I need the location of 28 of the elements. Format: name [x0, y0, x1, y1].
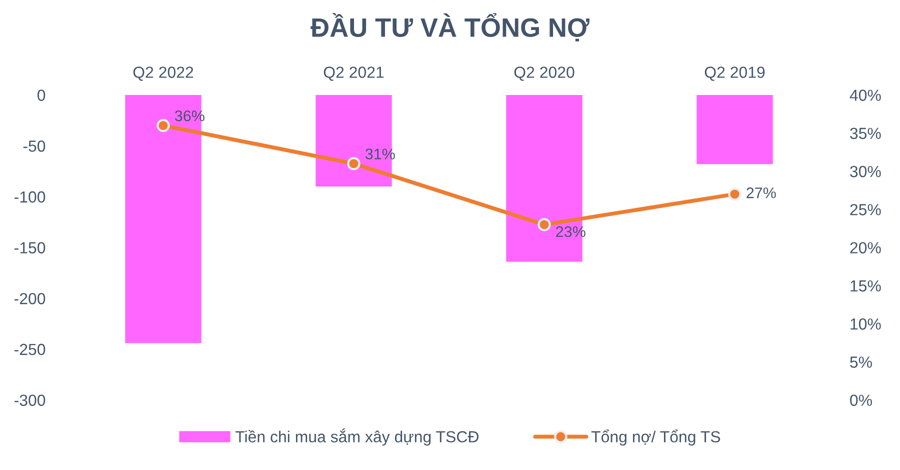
- y2-tick-label: 30%: [850, 166, 881, 178]
- legend-label: Tổng nợ/ Tổng TS: [591, 429, 720, 446]
- y2-tick-label: 10%: [850, 318, 881, 330]
- y-tick-label: -200: [14, 292, 46, 304]
- x-tick-label: Q2 2021: [324, 66, 384, 81]
- y2-tick-label: 20%: [850, 242, 881, 254]
- point: [347, 157, 360, 170]
- y2-tick-label: 5%: [850, 356, 872, 368]
- y2-tick-label: 0%: [850, 394, 872, 406]
- x-tick-label: Q2 2020: [514, 66, 574, 81]
- chart-title: ĐẦU TƯ VÀ TỔNG NỢ: [310, 13, 590, 42]
- y-tick-label: -250: [14, 344, 46, 356]
- point: [728, 188, 742, 201]
- data-label: 27%: [746, 187, 776, 198]
- y2-tick-label: 40%: [850, 90, 881, 101]
- x-tick-label: Q2 2019: [704, 66, 765, 81]
- y-tick-label: -100: [14, 191, 46, 203]
- y-tick-label: -150: [14, 242, 46, 254]
- y2-tick-label: 25%: [850, 204, 881, 216]
- y-tick-label: 0: [38, 90, 46, 101]
- y-tick-label: -300: [14, 394, 46, 406]
- x-tick-label: Q2 2022: [133, 66, 194, 81]
- y2-tick-label: 15%: [850, 280, 881, 292]
- y2-tick-label: 35%: [850, 128, 881, 140]
- legend-label: Tiền chi mua sắm xây dựng TSCĐ: [235, 428, 478, 446]
- point: [538, 218, 551, 232]
- point: [156, 118, 170, 132]
- y-tick-label: -50: [23, 140, 46, 152]
